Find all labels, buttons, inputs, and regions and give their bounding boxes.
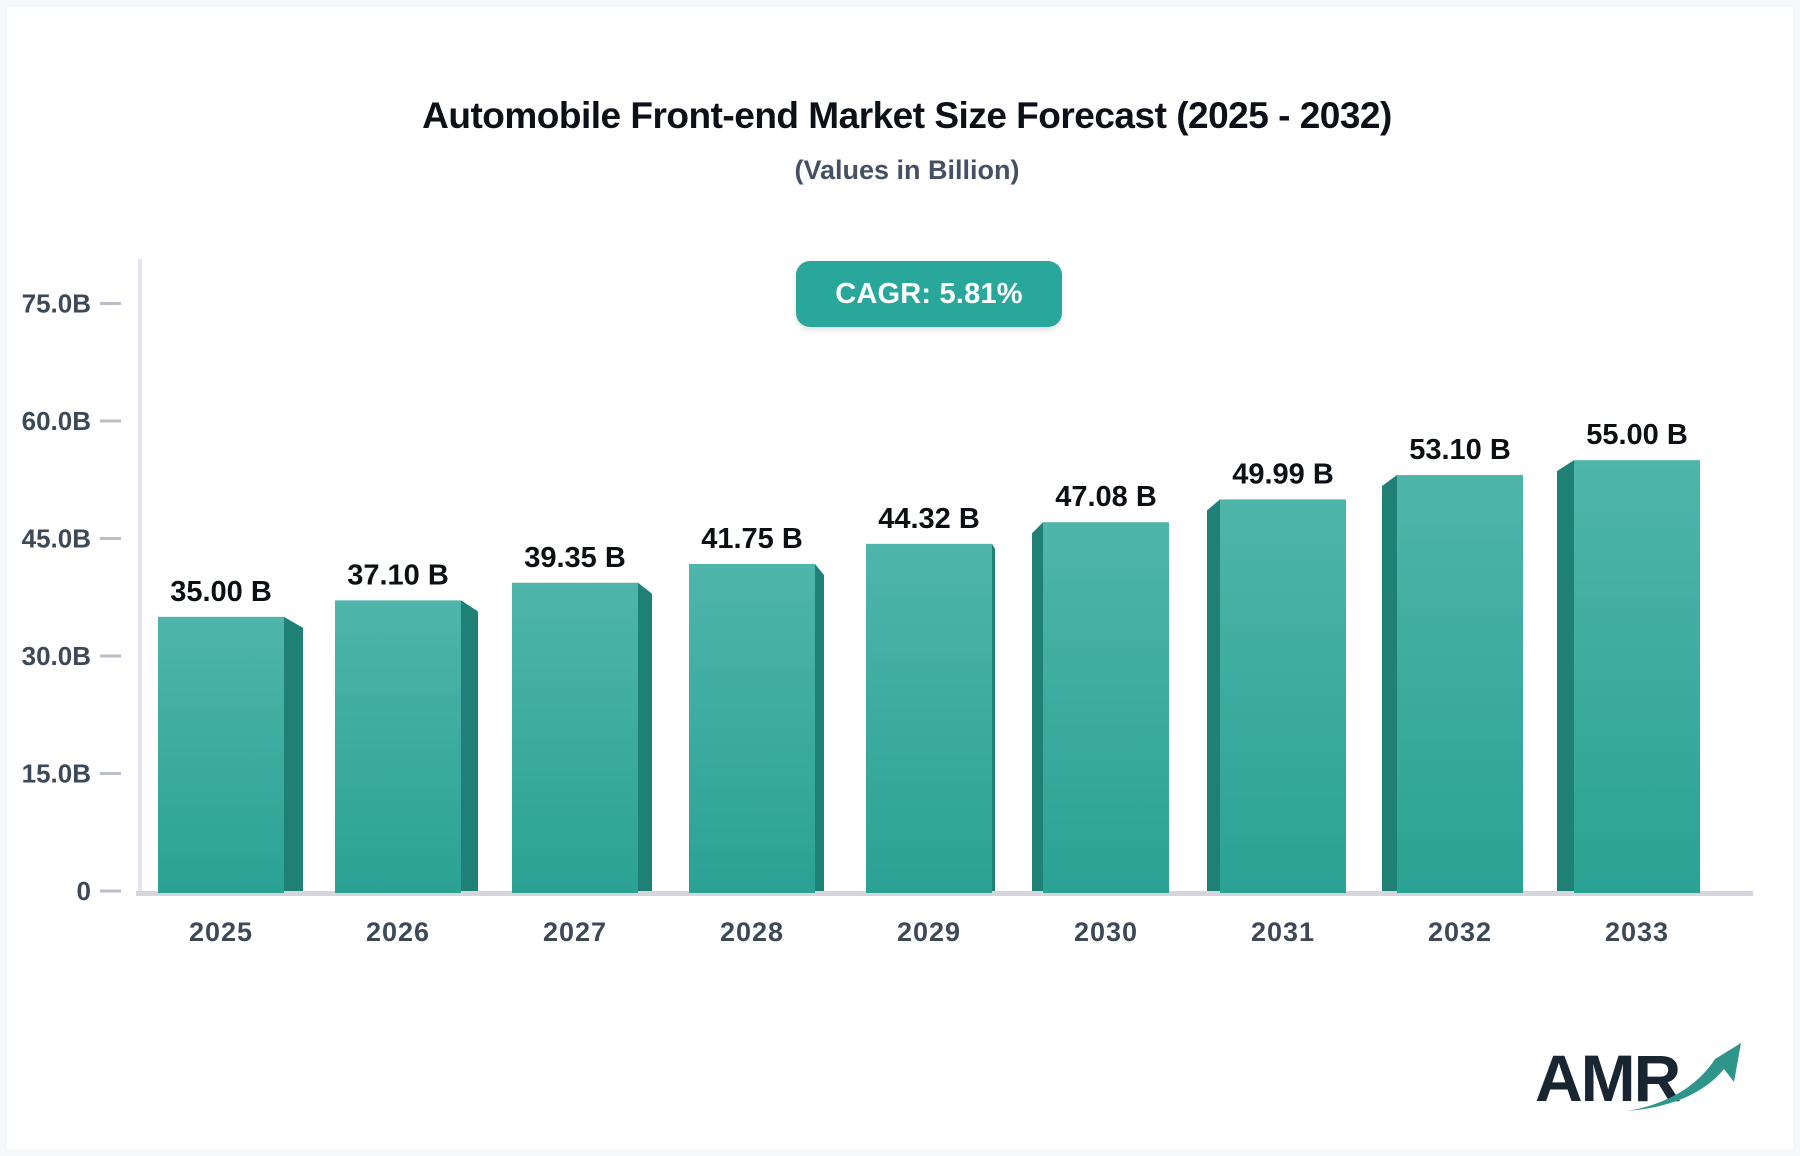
amr-logo-arrow-icon [1627, 1043, 1741, 1111]
x-axis-line [136, 891, 1753, 896]
bar-side-2026 [461, 600, 478, 891]
bar-value-label: 53.10 B [1409, 434, 1511, 466]
bar-side-2032 [1382, 475, 1397, 891]
bar-value-label: 35.00 B [170, 576, 272, 608]
bar-side-2033 [1557, 460, 1574, 891]
x-tick-label: 2027 [543, 917, 607, 947]
bar-2029 [866, 543, 992, 893]
bar-side-2028 [815, 563, 824, 891]
chart-svg: 0 15.0B 30.0B 45.0B 60.0B 75.0B 35.00 B 2025 37.… [22, 259, 1753, 947]
bar-value-label: 37.10 B [347, 559, 449, 591]
y-tick-label: 30.0B [22, 641, 91, 671]
bar-2025 [158, 616, 284, 893]
bar-2026 [335, 600, 461, 893]
x-tick-label: 2033 [1605, 917, 1669, 947]
y-tick-mark [100, 654, 121, 658]
bar-value-label: 49.99 B [1232, 458, 1334, 490]
x-tick-label: 2032 [1428, 917, 1492, 947]
x-tick-label: 2030 [1074, 917, 1138, 947]
chart-title: Automobile Front-end Market Size Forecas… [422, 95, 1392, 136]
bar-side-2030 [1032, 522, 1043, 891]
bar-side-2025 [284, 616, 303, 891]
bar-2028 [689, 563, 815, 893]
amr-logo: AMR [1535, 1037, 1785, 1137]
bar-value-label: 41.75 B [701, 523, 803, 555]
y-tick-mark [100, 419, 121, 423]
bar-value-label: 39.35 B [524, 542, 626, 574]
bar-value-label: 47.08 B [1055, 481, 1157, 513]
x-tick-label: 2026 [366, 917, 430, 947]
bar-side-2031 [1207, 499, 1220, 891]
x-tick-label: 2025 [189, 917, 253, 947]
bar-2031 [1220, 499, 1346, 893]
cagr-badge: CAGR: 5.81% [796, 261, 1062, 327]
y-tick-label: 75.0B [22, 289, 91, 319]
y-tick-mark [100, 772, 121, 775]
x-tick-label: 2029 [897, 917, 961, 947]
bar-value-label: 44.32 B [878, 503, 980, 535]
bar-side-2027 [638, 582, 652, 891]
bar-2033 [1574, 460, 1700, 893]
y-tick-mark [100, 889, 121, 893]
bar-2030 [1043, 522, 1169, 893]
bar-2032 [1397, 475, 1523, 893]
y-axis-line [138, 259, 142, 895]
y-tick-label: 0 [77, 876, 91, 906]
bar-2027 [512, 582, 638, 893]
bar-value-label: 55.00 B [1586, 419, 1688, 451]
y-tick-label: 15.0B [22, 759, 91, 789]
bar-side-2029 [992, 543, 995, 891]
y-tick-label: 60.0B [22, 406, 91, 436]
chart-subtitle: (Values in Billion) [794, 155, 1020, 185]
x-tick-label: 2028 [720, 917, 784, 947]
cagr-badge-label: CAGR: 5.81% [835, 277, 1023, 310]
chart-header: Automobile Front-end Market Size Forecas… [7, 95, 1793, 186]
amr-logo-text: AMR [1535, 1041, 1681, 1115]
y-tick-mark [100, 537, 121, 540]
x-tick-label: 2031 [1251, 917, 1315, 947]
y-tick-label: 45.0B [22, 524, 91, 554]
y-tick-mark [100, 302, 121, 305]
